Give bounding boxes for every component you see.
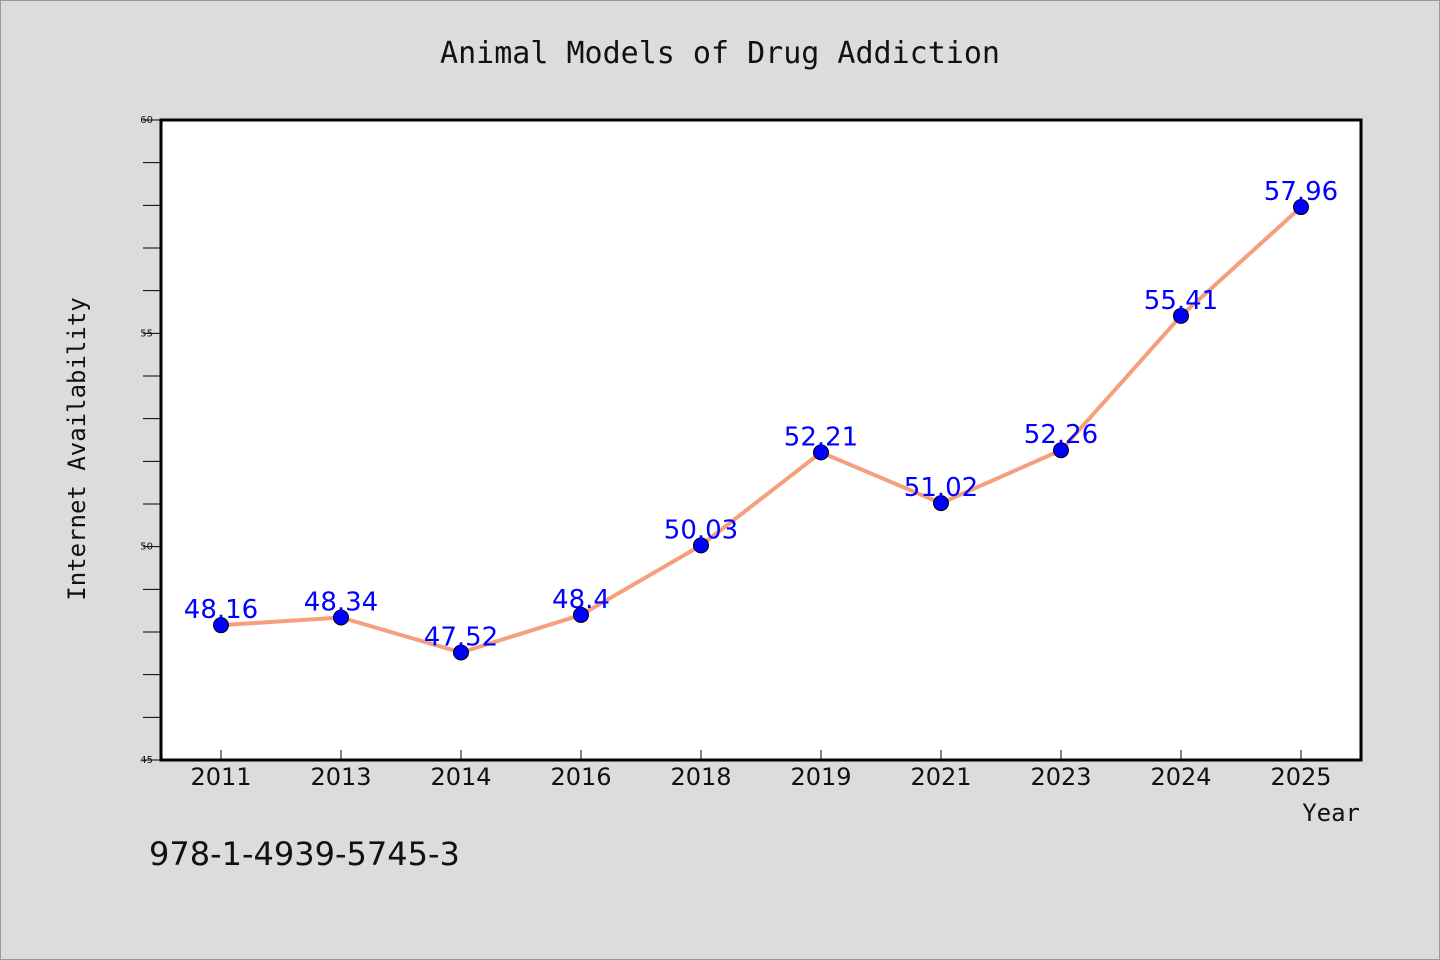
data-label: 55.41 [1144, 286, 1218, 316]
x-tick-label: 2024 [1150, 763, 1211, 791]
data-label: 51.02 [904, 473, 978, 503]
data-point [453, 644, 469, 661]
data-point [693, 537, 709, 554]
x-tick-label: 2019 [790, 763, 851, 791]
data-label: 47.52 [424, 622, 498, 652]
data-point [933, 495, 949, 512]
data-point [1173, 307, 1189, 324]
y-tick-label: 55 [140, 328, 153, 339]
x-tick-label: 2013 [310, 763, 371, 791]
data-point [813, 444, 829, 461]
x-tick-label: 2023 [1030, 763, 1091, 791]
x-tick-label: 2025 [1270, 763, 1331, 791]
data-series [213, 199, 1309, 661]
y-tick-label: 45 [140, 755, 153, 766]
data-label: 48.4 [552, 585, 610, 615]
data-label: 50.03 [664, 515, 738, 545]
data-point [333, 609, 349, 626]
y-tick-label: 60 [140, 115, 153, 126]
y-tick-label: 50 [140, 542, 153, 553]
data-label: 48.34 [304, 587, 378, 617]
plot-area [159, 118, 1363, 762]
x-axis-ticks: 2011 2013 2014 2016 2018 2019 2021 2023 2024 2025 [190, 750, 1332, 791]
data-point [1293, 199, 1309, 216]
isbn-text: 978-1-4939-5745-3 [149, 835, 460, 873]
x-tick-label: 2014 [430, 763, 491, 791]
data-point [213, 617, 229, 634]
data-label: 52.26 [1024, 420, 1098, 450]
x-tick-label: 2011 [190, 763, 251, 791]
x-tick-label: 2021 [910, 763, 971, 791]
chart-title: Animal Models of Drug Addiction [440, 36, 1000, 71]
series-line [220, 205, 1303, 655]
data-point [573, 606, 589, 623]
x-tick-label: 2018 [670, 763, 731, 791]
x-axis-label: Year [1302, 799, 1360, 827]
x-tick-label: 2016 [550, 763, 611, 791]
data-label: 57.96 [1264, 177, 1338, 207]
data-label: 52.21 [784, 422, 858, 452]
data-point [1053, 442, 1069, 459]
data-labels: 48.16 48.34 47.52 48.4 50.03 52.21 51.02 52.26 5… [184, 177, 1338, 652]
y-axis-label: Internet Availability [63, 297, 91, 600]
data-label: 48.16 [184, 595, 258, 625]
y-axis-ticks: 45 50 55 60 [140, 115, 161, 766]
